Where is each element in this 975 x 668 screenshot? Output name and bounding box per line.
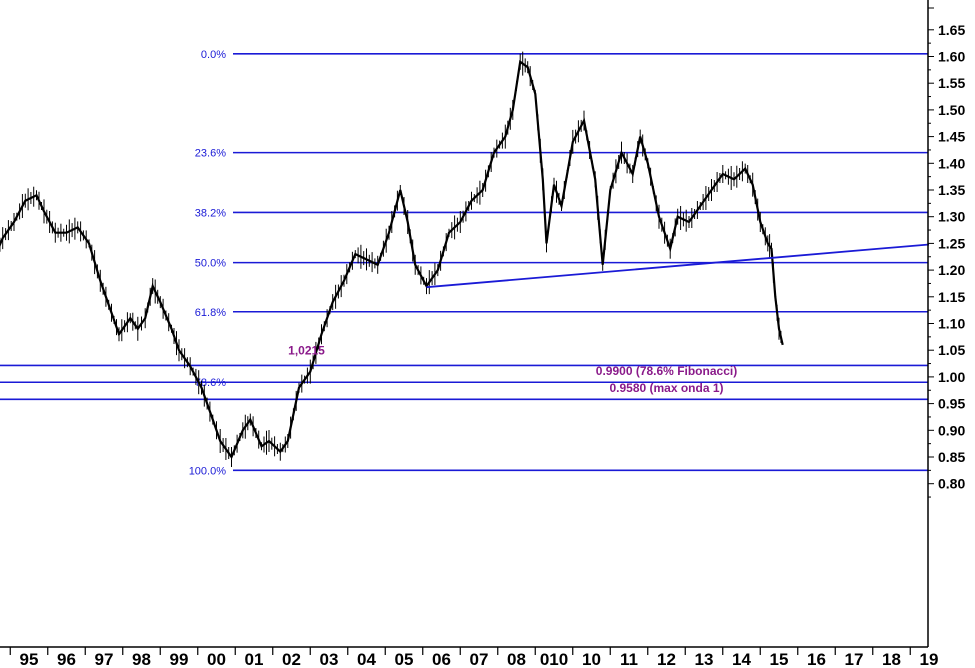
y-tick-label: 1.15 xyxy=(938,289,965,305)
y-tick-label: 1.40 xyxy=(938,155,965,171)
y-tick-label: 1.30 xyxy=(938,209,965,225)
x-tick-label: 01 xyxy=(245,650,264,668)
y-tick-label: 1.05 xyxy=(938,342,965,358)
x-tick-label: 03 xyxy=(320,650,339,668)
y-tick-label: 1.20 xyxy=(938,262,965,278)
annotations: 1,0215 0.9900 (78.6% Fibonacci) 0.9580 (ma… xyxy=(288,343,737,394)
x-tick-label: 18 xyxy=(882,650,901,668)
x-tick-label: 06 xyxy=(432,650,451,668)
y-tick-label: 1.45 xyxy=(938,129,965,145)
x-tick-label: 02 xyxy=(282,650,301,668)
x-tick-label: 05 xyxy=(395,650,414,668)
fib-label: 50.0% xyxy=(195,258,226,270)
x-tick-label: 07 xyxy=(470,650,489,668)
y-tick-label: 1.65 xyxy=(938,22,965,38)
y-tick-label: 1.35 xyxy=(938,182,965,198)
y-axis: 1.65 1.60 1.55 1.50 1.45 1.40 1.35 1.30 1.25 1.20… xyxy=(927,0,965,647)
x-tick-label: 12 xyxy=(657,650,676,668)
x-tick-label: 00 xyxy=(207,650,226,668)
annotation-label: 0.9900 (78.6% Fibonacci) xyxy=(596,364,737,378)
x-axis: 4959697989900010203040506070801010111213… xyxy=(0,646,939,668)
x-tick-label: 17 xyxy=(845,650,864,668)
x-tick-label: 08 xyxy=(507,650,526,668)
fib-label: 100.0% xyxy=(189,465,227,477)
x-tick-label: 14 xyxy=(732,650,751,668)
y-tick-label: 0.95 xyxy=(938,396,965,412)
x-tick-label: 97 xyxy=(95,650,114,668)
y-tick-label: 0.80 xyxy=(938,476,965,492)
x-tick-label: 96 xyxy=(57,650,76,668)
annotation-label: 1,0215 xyxy=(288,343,325,357)
trendline xyxy=(426,243,930,289)
x-tick-label: 010 xyxy=(540,650,568,668)
fib-label: 38.2% xyxy=(195,207,226,219)
fib-label: 0.0% xyxy=(201,49,226,61)
x-tick-label: 13 xyxy=(695,650,714,668)
fib-label: 23.6% xyxy=(195,148,226,160)
x-tick-label: 11 xyxy=(620,650,638,668)
fib-label: 78.6% xyxy=(195,377,226,389)
x-tick-label: 98 xyxy=(132,650,151,668)
y-tick-label: 0.90 xyxy=(938,422,965,438)
x-tick-label: 15 xyxy=(770,650,789,668)
x-tick-label: 16 xyxy=(807,650,826,668)
y-tick-label: 1.50 xyxy=(938,102,965,118)
price-line xyxy=(0,59,784,460)
y-tick-label: 0.85 xyxy=(938,449,965,465)
y-tick-label: 1.60 xyxy=(938,49,965,65)
fib-label: 61.8% xyxy=(195,307,226,319)
x-tick-label: 04 xyxy=(357,650,376,668)
x-tick-label: 95 xyxy=(20,650,39,668)
x-tick-label: 10 xyxy=(582,650,601,668)
y-tick-label: 1.00 xyxy=(938,369,965,385)
price-series xyxy=(0,51,784,467)
plot-background xyxy=(0,0,928,647)
horizontal-levels xyxy=(0,364,928,401)
trendline-group xyxy=(426,243,930,289)
y-tick-label: 1.25 xyxy=(938,235,965,251)
y-tick-label: 1.10 xyxy=(938,316,965,332)
y-tick-label: 1.55 xyxy=(938,75,965,91)
x-tick-label: 19 xyxy=(920,650,939,668)
annotation-label: 0.9580 (max onda 1) xyxy=(609,381,723,395)
x-tick-label: 99 xyxy=(170,650,189,668)
